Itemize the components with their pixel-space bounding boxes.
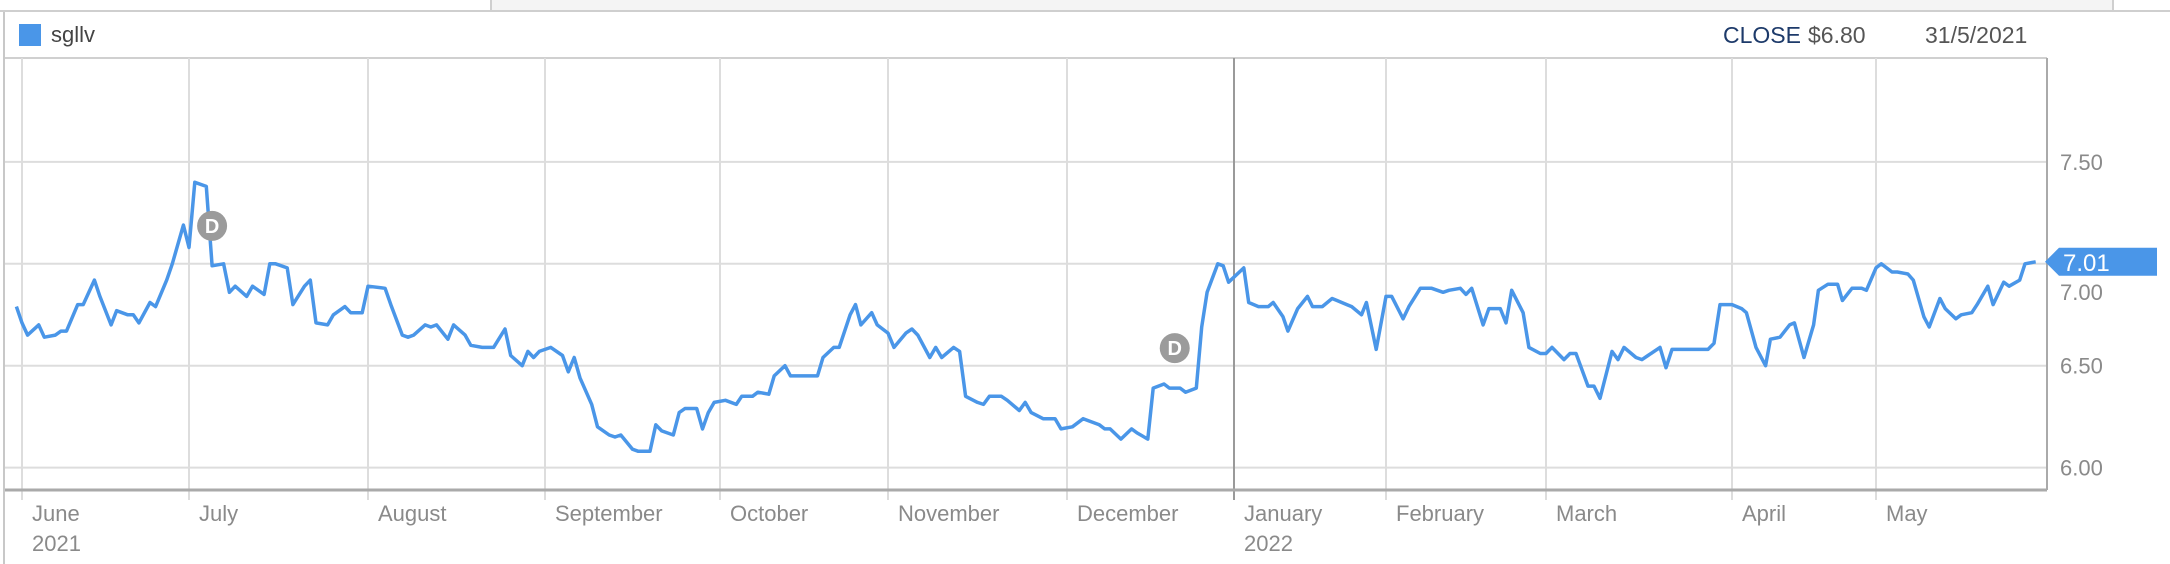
- last-value-badge: [2045, 247, 2157, 276]
- legend-series-name: sgllv: [51, 22, 96, 47]
- dividend-marker-label: D: [1168, 338, 1182, 360]
- x-tick-label: September: [555, 501, 663, 526]
- x-tick-year-label: 2022: [1244, 531, 1293, 556]
- last-value-label: 7.01: [2063, 250, 2110, 277]
- x-tick-label: July: [199, 501, 238, 526]
- close-readout: CLOSE $6.80: [1723, 22, 1866, 49]
- x-tick-label: June: [32, 501, 80, 526]
- dividend-marker-label: D: [205, 216, 219, 238]
- legend: sgllv: [19, 20, 95, 50]
- close-value: $6.80: [1807, 22, 1866, 48]
- legend-swatch: [19, 24, 41, 46]
- x-tick-label: January: [1244, 501, 1322, 526]
- y-tick-label: 7.50: [2060, 150, 2103, 175]
- x-tick-label: February: [1396, 501, 1484, 526]
- x-tick-label: November: [898, 501, 999, 526]
- series-line-sgllv: [14, 180, 2037, 454]
- x-tick-label: May: [1886, 501, 1928, 526]
- hover-date: 31/5/2021: [1925, 22, 2028, 48]
- close-label: CLOSE: [1723, 22, 1801, 48]
- x-tick-label: March: [1556, 501, 1617, 526]
- x-tick-year-label: 2021: [32, 531, 81, 556]
- dividend-marker-icon: [197, 210, 228, 241]
- x-tick-label: December: [1077, 501, 1178, 526]
- panel-left-border: [3, 12, 5, 564]
- y-tick-label: 7.00: [2060, 280, 2103, 305]
- x-tick-label: October: [730, 501, 808, 526]
- top-panel-strip: [0, 0, 2170, 12]
- top-panel-middle: [490, 0, 2114, 10]
- dividend-marker-icon: [1159, 333, 1190, 364]
- x-tick-label: April: [1742, 501, 1786, 526]
- y-tick-label: 6.00: [2060, 456, 2103, 481]
- y-tick-label: 6.50: [2060, 354, 2103, 379]
- x-tick-label: August: [378, 501, 447, 526]
